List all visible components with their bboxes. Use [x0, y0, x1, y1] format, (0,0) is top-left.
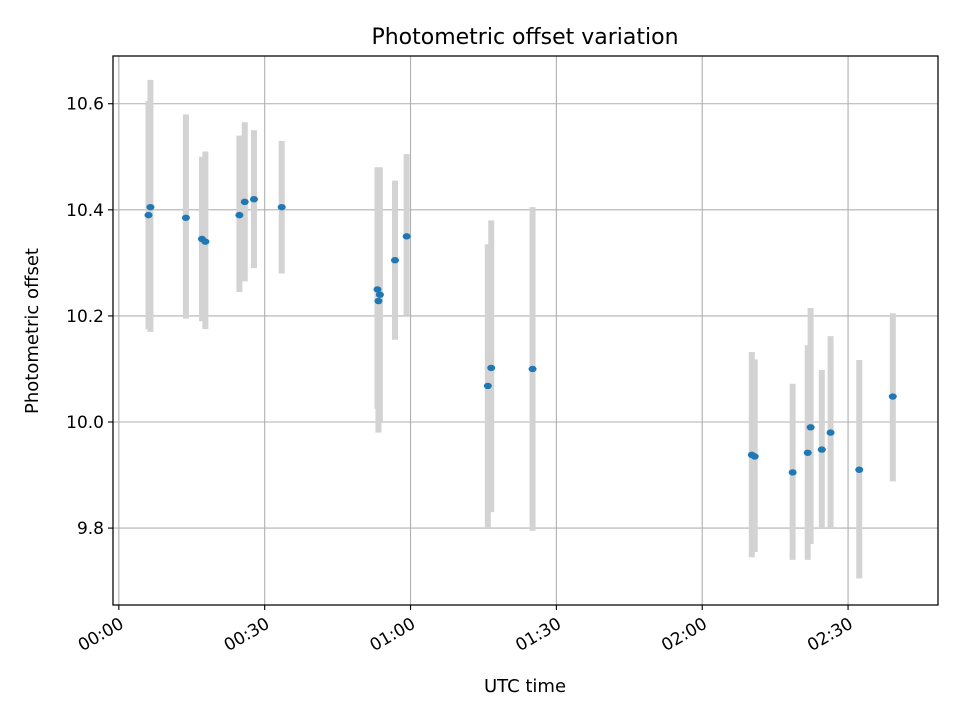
data-point [144, 211, 153, 219]
data-point [277, 203, 286, 211]
data-point [249, 196, 258, 203]
data-point [528, 365, 537, 373]
data-point [750, 453, 759, 460]
y-tick-label: 9.8 [77, 519, 104, 539]
data-point [402, 233, 411, 240]
data-point [373, 286, 382, 293]
y-tick-label: 10.2 [66, 307, 104, 327]
data-point [375, 291, 384, 298]
data-point [487, 364, 496, 372]
data-point [888, 393, 897, 400]
data-point [390, 257, 399, 264]
data-point [240, 198, 249, 206]
grid-layer [113, 56, 938, 605]
chart-title: Photometric offset variation [371, 25, 678, 50]
y-tick-label: 10.6 [66, 95, 104, 115]
x-axis-label: UTC time [484, 676, 566, 697]
data-point [146, 203, 155, 211]
data-point [181, 214, 190, 221]
data-point [855, 466, 864, 473]
data-point [803, 449, 812, 456]
data-point [826, 429, 835, 436]
point-layer [144, 196, 897, 476]
data-point [483, 382, 492, 390]
data-point [374, 297, 383, 305]
y-tick-label: 10.0 [66, 413, 104, 433]
data-point [235, 211, 244, 219]
data-point [806, 424, 815, 431]
data-point [201, 238, 210, 245]
data-point [788, 469, 797, 476]
y-axis-label: Photometric offset [22, 248, 43, 414]
plot-area-frame [112, 55, 939, 606]
data-point [817, 446, 826, 453]
y-tick-label: 10.4 [66, 201, 104, 221]
